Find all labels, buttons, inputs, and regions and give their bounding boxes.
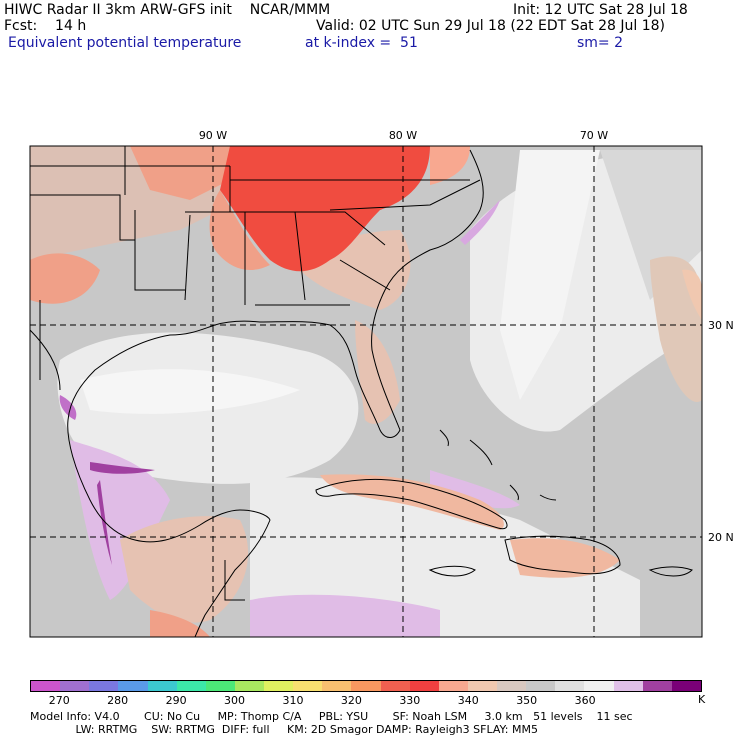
cuba-salmon [320,474,504,530]
field-name: Equivalent potential temperature [8,35,242,51]
colorbar-segment [555,681,585,691]
model-info-line1: Model Info: V4.0 CU: No Cu MP: Thomp C/A… [30,710,633,723]
colorbar-tick-label: 330 [399,694,421,707]
lon-label-70w: 70 W [579,129,609,142]
colorbar-segment [89,681,119,691]
colorbar-segment [31,681,61,691]
atlantic-lavender-streak [460,200,500,245]
map-title: HIWC Radar II 3km ARW-GFS init NCAR/MMM [4,2,331,18]
purple-streak-south [97,480,112,565]
hispaniola-salmon [510,538,620,578]
coastlines [67,149,693,637]
lon-label-90w: 90 W [198,129,228,142]
colorbar-segment [176,681,206,691]
lat-label-30n: 30 N [708,319,734,332]
colorbar-segment [467,681,497,691]
colorbar-segment [205,681,235,691]
colorbar-tick-label: 270 [48,694,70,707]
east-peach-edge [682,269,702,320]
colorbar-segment [322,681,352,691]
colorbar-segment [118,681,148,691]
purple-streak [90,462,155,474]
cuba-lavender-patch [430,470,520,509]
colorbar-segment [60,681,90,691]
level-index: at k-index = 51 [305,35,418,51]
colorbar-segment [613,681,643,691]
colorbar-segment [526,681,556,691]
mexico-tan-region [120,516,249,623]
colorbar-tick-label: 280 [107,694,129,707]
map-frame [29,145,703,638]
political-borders [30,146,481,601]
lat-label-20n: 20 N [708,531,734,544]
colorbar-segment [642,681,672,691]
colorbar-tick-label: 360 [574,694,596,707]
texas-salmon-patch [30,253,100,304]
valid-time: Valid: 02 UTC Sun 29 Jul 18 (22 EDT Sat … [316,18,665,34]
colorbar-segment [409,681,439,691]
colorbar-tick-label: 340 [457,694,479,707]
init-time: Init: 12 UTC Sat 28 Jul 18 [513,2,688,18]
colorbar-segment [147,681,177,691]
forecast-hour: Fcst: 14 h [4,18,87,34]
colorbar-segment [380,681,410,691]
lat-lon-grid [30,146,702,637]
colorbar-segment [438,681,468,691]
caribbean-lavender-patch [250,594,440,637]
colorbar-tick-label: 290 [165,694,187,707]
high-theta-e-fringe [209,190,270,270]
lon-label-80w: 80 W [388,129,418,142]
colorbar-segment [293,681,323,691]
model-info-line2: LW: RRTMG SW: RRTMG DIFF: full KM: 2D Sm… [30,723,538,736]
colorbar-tick-label: 300 [224,694,246,707]
high-theta-e-core [220,146,430,272]
central-america-salmon [150,610,210,637]
smoothing-label: sm= 2 [577,35,624,51]
colorbar-unit: K [698,693,706,706]
gulf-lavender-patch [70,440,170,600]
colorbar-segment [351,681,381,691]
purple-spot-west [59,395,77,420]
colorbar-segment [497,681,527,691]
atlantic-lighter-band [500,150,600,400]
colorbar [30,680,702,692]
colorbar-segment [234,681,264,691]
colorbar-tick-label: 310 [282,694,304,707]
gulf-lighter-band [80,369,300,414]
colorbar-tick-label: 320 [340,694,362,707]
colorbar-segment [671,681,701,691]
colorbar-tick-label: 350 [516,694,538,707]
colorbar-segment [264,681,294,691]
high-theta-e-east-fringe [430,146,470,185]
colorbar-segment [584,681,614,691]
